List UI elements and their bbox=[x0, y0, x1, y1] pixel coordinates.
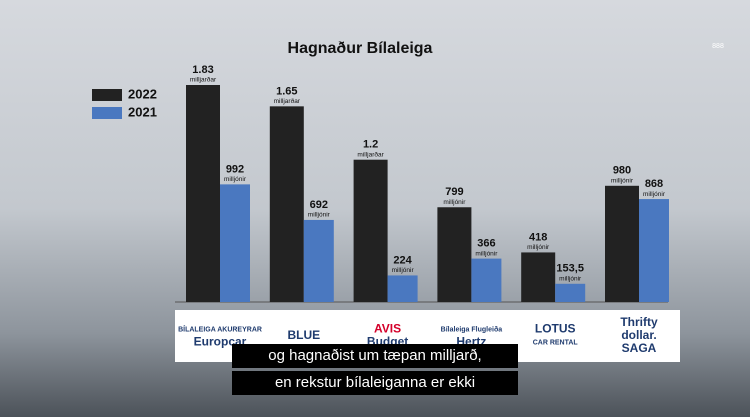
category-logo-text: BÍLALEIGA AKUREYRAR bbox=[178, 324, 262, 333]
value-unit: milljónir bbox=[527, 244, 550, 251]
bar bbox=[521, 252, 556, 302]
value-unit: milljónir bbox=[559, 276, 582, 283]
bar bbox=[303, 219, 334, 302]
value-label: 799 bbox=[445, 186, 463, 198]
chart-title: Hagnaður Bílaleiga bbox=[288, 40, 433, 57]
bar bbox=[387, 275, 418, 302]
value-label: 868 bbox=[645, 178, 663, 190]
value-label: 1.65 bbox=[276, 85, 297, 97]
legend-swatch bbox=[92, 89, 122, 101]
value-unit: milljónir bbox=[443, 199, 466, 206]
value-unit: milljarðar bbox=[190, 76, 217, 84]
value-label: 1.83 bbox=[192, 64, 213, 76]
bar bbox=[605, 185, 639, 302]
value-unit: milljarðar bbox=[357, 150, 384, 158]
value-label: 366 bbox=[477, 238, 495, 250]
value-unit: milljónir bbox=[224, 176, 247, 183]
value-unit: milljónir bbox=[643, 191, 666, 198]
bar bbox=[555, 283, 586, 302]
bar bbox=[353, 159, 388, 302]
value-unit: milljarðar bbox=[274, 97, 301, 105]
value-label: 692 bbox=[310, 199, 328, 211]
category-logo-text: Thrifty bbox=[620, 315, 658, 329]
value-label: 980 bbox=[613, 165, 631, 177]
caption-box bbox=[232, 371, 518, 395]
legend-label: 2022 bbox=[128, 86, 157, 101]
category-logo-text: dollar. bbox=[621, 328, 656, 342]
value-unit: milljónir bbox=[308, 212, 331, 219]
value-unit: milljónir bbox=[611, 178, 634, 185]
category-logo-text: BLUE bbox=[287, 328, 320, 342]
bar bbox=[269, 106, 304, 302]
category-logo-text: AVIS bbox=[374, 322, 401, 336]
caption: en rekstur bílaleiganna er ekki bbox=[275, 374, 475, 391]
bar bbox=[471, 258, 502, 302]
caption: og hagnaðist um tæpan milljarð, bbox=[268, 347, 481, 364]
value-unit: milljónir bbox=[475, 250, 498, 257]
value-label: 224 bbox=[393, 254, 412, 266]
category-logo-text: Bílaleiga Flugleiða bbox=[441, 325, 503, 333]
bar bbox=[437, 207, 472, 302]
category-logo-text: CAR RENTAL bbox=[533, 339, 579, 346]
value-label: 992 bbox=[226, 163, 244, 175]
bar bbox=[639, 199, 669, 302]
category-logo-text: SAGA bbox=[622, 341, 657, 355]
value-label: 1.2 bbox=[363, 139, 378, 151]
bar bbox=[186, 85, 220, 302]
value-label: 153,5 bbox=[556, 263, 584, 275]
category-logo-text: LOTUS bbox=[535, 322, 576, 336]
legend-label: 2021 bbox=[128, 104, 157, 119]
channel-logo: 888 bbox=[712, 43, 724, 50]
legend-swatch bbox=[92, 107, 122, 119]
caption-box bbox=[232, 344, 518, 368]
value-label: 418 bbox=[529, 231, 547, 243]
value-unit: milljónir bbox=[392, 267, 415, 274]
bar bbox=[220, 184, 250, 302]
